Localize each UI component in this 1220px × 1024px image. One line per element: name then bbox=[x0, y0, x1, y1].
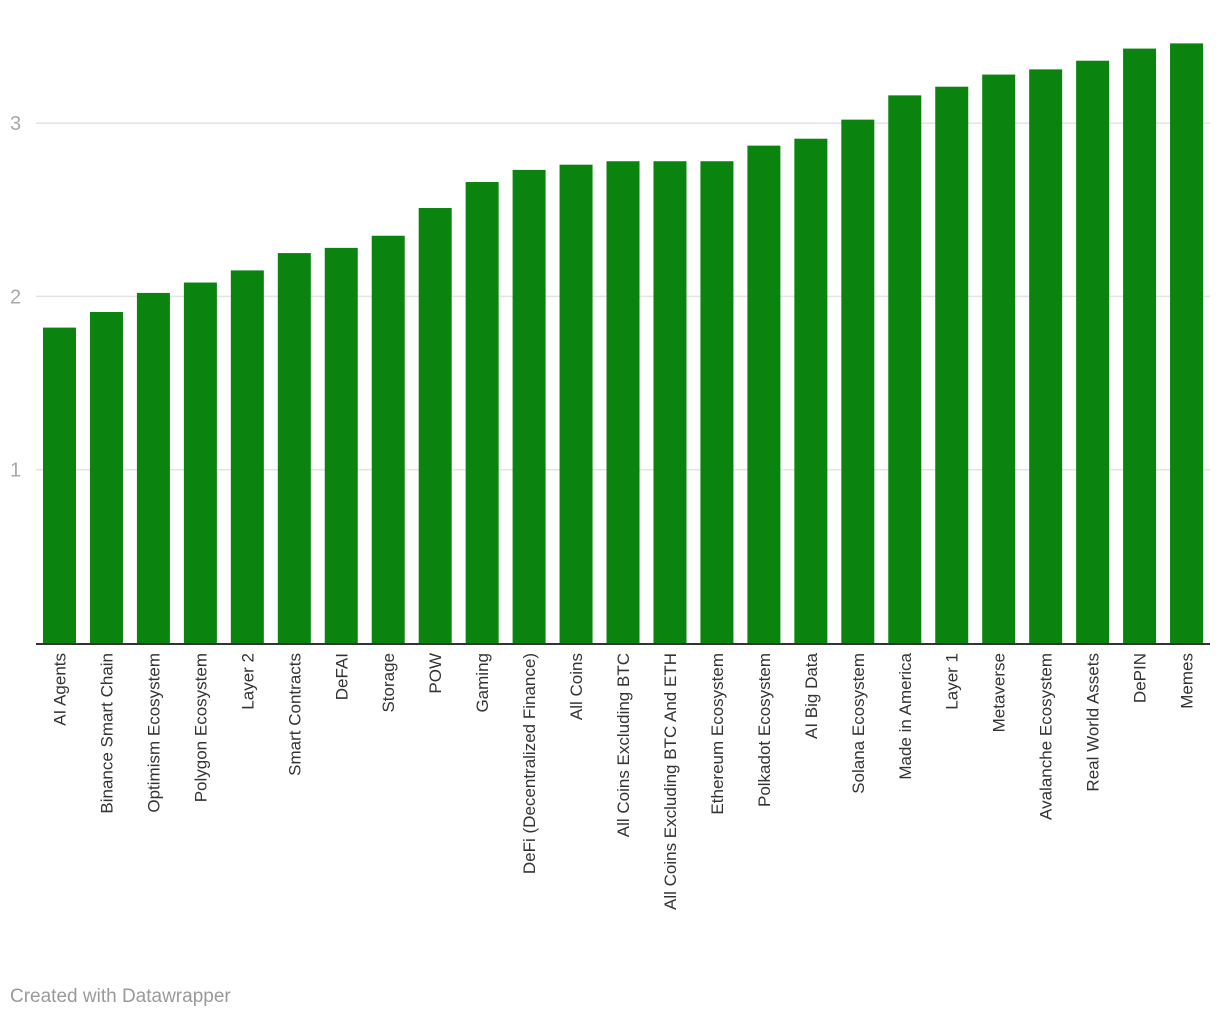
x-tick-label: DeFAI bbox=[332, 653, 351, 700]
x-tick-label: All Coins bbox=[567, 653, 586, 720]
bars bbox=[43, 43, 1204, 644]
x-tick-label: Optimism Ecosystem bbox=[144, 653, 163, 813]
bar bbox=[888, 95, 922, 643]
bar bbox=[371, 235, 405, 643]
x-tick-label: Solana Ecosystem bbox=[849, 653, 868, 794]
x-tick-label: Memes bbox=[1178, 653, 1197, 709]
bar bbox=[324, 247, 358, 643]
bar bbox=[559, 164, 593, 643]
x-tick-label: Storage bbox=[379, 653, 398, 713]
x-tick-label: DePIN bbox=[1131, 653, 1150, 703]
x-tick-label: AI Big Data bbox=[802, 652, 821, 739]
x-axis-ticks: AI Agents Binance Smart Chain Optimism Eco… bbox=[51, 652, 1197, 910]
bar bbox=[747, 145, 781, 643]
x-tick-label: Real World Assets bbox=[1084, 653, 1103, 792]
bar bbox=[653, 161, 687, 643]
x-tick-label: AI Agents bbox=[51, 653, 70, 726]
bar bbox=[183, 282, 217, 643]
bar bbox=[700, 161, 734, 643]
x-tick-label: Binance Smart Chain bbox=[97, 653, 116, 814]
x-tick-label: Smart Contracts bbox=[285, 653, 304, 776]
datawrapper-credit: Created with Datawrapper bbox=[10, 986, 231, 1007]
x-tick-label: Polygon Ecosystem bbox=[191, 653, 210, 802]
bar bbox=[43, 327, 76, 643]
x-tick-label: All Coins Excluding BTC And ETH bbox=[661, 653, 680, 910]
x-tick-label: Ethereum Ecosystem bbox=[708, 653, 727, 815]
bar bbox=[606, 161, 640, 643]
x-tick-label: Metaverse bbox=[990, 653, 1009, 732]
bar bbox=[1076, 60, 1110, 644]
x-tick-label: Avalanche Ecosystem bbox=[1037, 653, 1056, 820]
bar bbox=[89, 311, 123, 643]
bar bbox=[277, 253, 311, 643]
bar bbox=[841, 119, 875, 643]
y-tick-label: 3 bbox=[10, 113, 21, 135]
y-tick-label: 1 bbox=[10, 460, 21, 482]
x-tick-label: Gaming bbox=[473, 653, 492, 713]
x-tick-label: Polkadot Ecosystem bbox=[755, 653, 774, 807]
bar bbox=[1170, 43, 1204, 643]
bar bbox=[1029, 69, 1063, 643]
bar bbox=[982, 74, 1016, 644]
bar bbox=[935, 86, 969, 643]
bar bbox=[465, 182, 499, 643]
bar bbox=[136, 292, 170, 643]
x-tick-label: POW bbox=[426, 653, 445, 694]
bar bbox=[1123, 48, 1157, 644]
x-tick-label: Made in America bbox=[896, 652, 915, 779]
bar bbox=[418, 208, 452, 643]
x-tick-label: DeFi (Decentralized Finance) bbox=[520, 653, 539, 874]
x-tick-label: All Coins Excluding BTC bbox=[614, 653, 633, 837]
bar bbox=[794, 138, 828, 643]
x-tick-label: Layer 1 bbox=[943, 653, 962, 710]
bar bbox=[230, 270, 264, 643]
bar bbox=[512, 169, 546, 644]
x-tick-label: Layer 2 bbox=[238, 653, 257, 710]
y-axis-ticks: 1 2 3 bbox=[10, 113, 21, 482]
y-tick-label: 2 bbox=[10, 286, 21, 308]
